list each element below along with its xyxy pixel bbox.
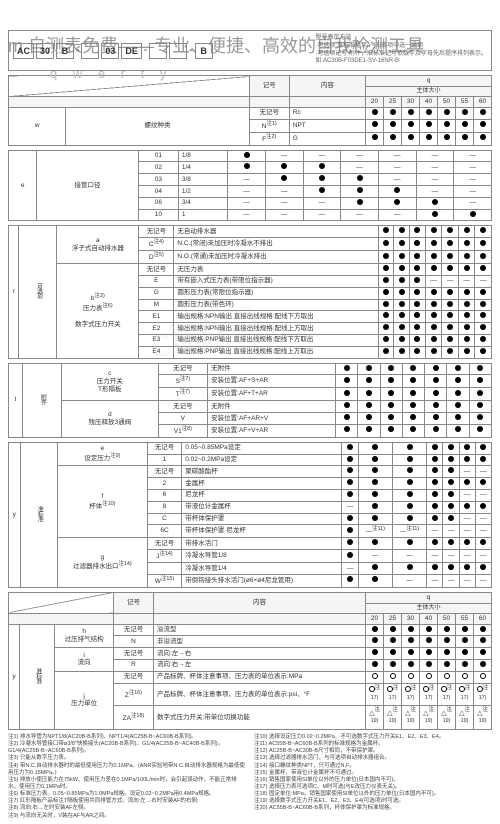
code-cell bbox=[169, 43, 187, 59]
code-cell: B bbox=[195, 43, 213, 59]
table-r: r可选项a浮子式自动排水器无记号无自动排水器C注4)N.C.(常闭)未加压时冷凝… bbox=[8, 225, 492, 358]
table-y1: y准标准e设定压力注9)无记号0.05~0.85MPa设定10.02~0.2MP… bbox=[8, 442, 492, 588]
code-cell: 30 bbox=[36, 43, 54, 59]
code-cell: DE bbox=[121, 43, 142, 59]
code-cell bbox=[149, 43, 167, 59]
code-cell: AC bbox=[13, 43, 34, 59]
table-e: e接管口径011/8——————021/4————033/8————041/2—… bbox=[8, 150, 492, 222]
table-t: t附件c压力开关T形隔板无记号无附件S注7)安装位置:AF+S+ART注7)安装… bbox=[8, 363, 492, 438]
code-cell: B bbox=[56, 43, 74, 59]
footnotes: 注1) 排水导管为NPT1/8(AC20B-B系列)、NPT1/4(AC25B-… bbox=[8, 734, 492, 820]
code-cell bbox=[81, 43, 99, 59]
table-w: 记号内容q主体大小20253040505560w螺纹种类无记号RcN注1)NPT… bbox=[8, 75, 492, 145]
table-y2: 记号内容q主体大小20253040505560y准标准h过压排气结构无记号溢流型… bbox=[8, 592, 492, 730]
model-code-header: AC30B- 03DE- -B型号表示方法·可选项:准标准是从a~j的各项中选一… bbox=[8, 30, 492, 71]
code-cell: 03 bbox=[101, 43, 119, 59]
